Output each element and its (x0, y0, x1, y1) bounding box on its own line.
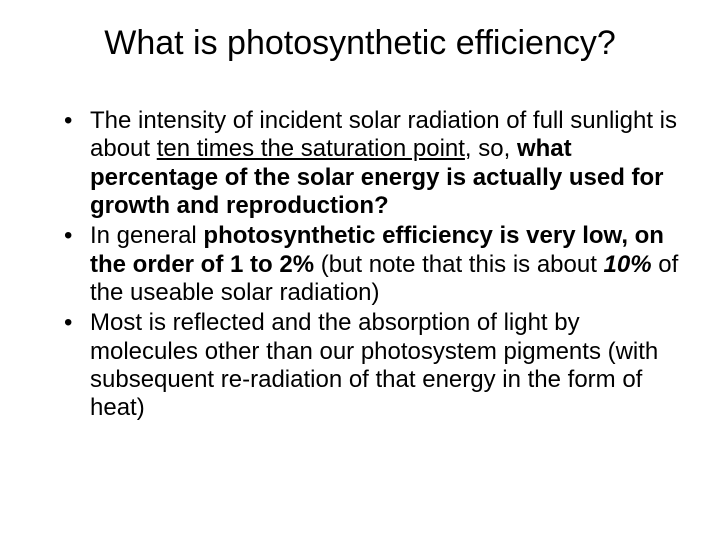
text-run: , so, (465, 135, 517, 162)
slide: What is photosynthetic efficiency? The i… (0, 0, 720, 540)
list-item: In general photosynthetic efficiency is … (64, 222, 682, 307)
list-item: The intensity of incident solar radiatio… (64, 107, 682, 220)
text-run: (but note that this is about (314, 251, 604, 278)
text-run: In general (90, 222, 203, 249)
text-run-underline: ten times the saturation point (157, 135, 465, 162)
list-item: Most is reflected and the absorption of … (64, 309, 682, 422)
text-run: Most is reflected and the absorption of … (90, 309, 658, 421)
text-run-bold-italic: 10% (604, 251, 652, 278)
slide-title: What is photosynthetic efficiency? (38, 24, 682, 63)
slide-body: The intensity of incident solar radiatio… (38, 107, 682, 422)
bullet-list: The intensity of incident solar radiatio… (64, 107, 682, 422)
